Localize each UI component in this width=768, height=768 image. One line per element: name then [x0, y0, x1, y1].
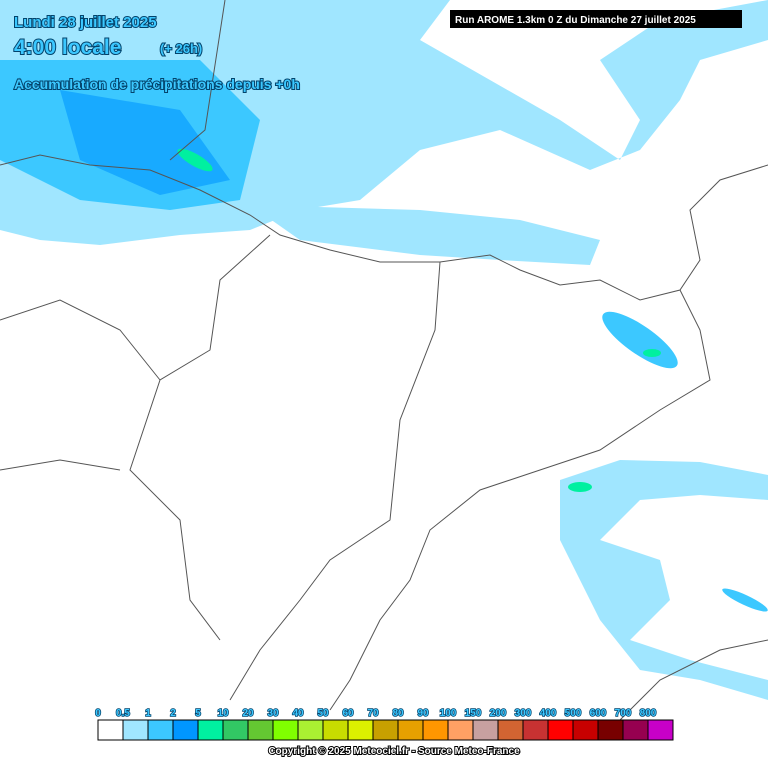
legend-swatch — [397, 719, 424, 741]
legend-label: 700 — [615, 708, 632, 719]
legend-swatch — [297, 719, 324, 741]
legend-swatch — [97, 719, 124, 741]
legend-label: 50 — [317, 708, 329, 719]
rain-core — [568, 482, 592, 492]
legend: 0 0.5 1 2 5 10 20 30 40 50 60 70 80 90 100 150 200 300 400… — [94, 707, 674, 741]
legend-label: 20 — [242, 708, 254, 719]
legend-swatch — [322, 719, 349, 741]
legend-swatch — [372, 719, 399, 741]
coastline — [0, 154, 768, 301]
copyright: Copyright © 2025 Meteociel.fr - Source M… — [268, 746, 520, 757]
legend-label: 300 — [515, 708, 532, 719]
legend-swatch — [622, 719, 649, 741]
legend-label: 90 — [417, 708, 429, 719]
legend-label: 40 — [292, 708, 304, 719]
legend-label: 0 — [95, 708, 101, 719]
legend-swatch — [422, 719, 449, 741]
legend-swatch — [222, 719, 249, 741]
legend-swatch — [572, 719, 599, 741]
region-border — [229, 261, 441, 701]
borders — [0, 0, 768, 721]
precipitation — [0, 0, 768, 700]
time: 4:00 locale — [14, 36, 121, 59]
legend-label: 1 — [145, 708, 151, 719]
legend-swatch — [272, 719, 299, 741]
legend-label: 600 — [590, 708, 607, 719]
rain-area — [60, 90, 230, 195]
legend-swatch — [447, 719, 474, 741]
legend-label: 70 — [367, 708, 379, 719]
subtitle: Accumulation de précipitations depuis +0… — [14, 76, 300, 92]
legend-swatch — [247, 719, 274, 741]
legend-swatch — [197, 719, 224, 741]
legend-label: 150 — [465, 708, 482, 719]
legend-swatch — [497, 719, 524, 741]
legend-swatch — [522, 719, 549, 741]
legend-label: 60 — [342, 708, 354, 719]
coastline — [329, 289, 711, 711]
legend-label: 30 — [267, 708, 279, 719]
coastline — [619, 639, 768, 721]
legend-label: 200 — [490, 708, 507, 719]
legend-label: 100 — [440, 708, 457, 719]
legend-label: 800 — [640, 708, 657, 719]
legend-label: 500 — [565, 708, 582, 719]
legend-swatch — [647, 719, 674, 741]
legend-swatch — [122, 719, 149, 741]
legend-label: 400 — [540, 708, 557, 719]
legend-swatch — [547, 719, 574, 741]
run-info: Run AROME 1.3km 0 Z du Dimanche 27 juill… — [455, 15, 696, 26]
legend-label: 0.5 — [116, 708, 130, 719]
legend-swatch — [172, 719, 199, 741]
region-border — [0, 299, 161, 471]
legend-swatch — [472, 719, 499, 741]
legend-label: 10 — [217, 708, 229, 719]
legend-swatch — [347, 719, 374, 741]
legend-label: 2 — [170, 708, 176, 719]
rain-area — [722, 588, 768, 612]
legend-label: 5 — [195, 708, 201, 719]
rain-core — [643, 349, 661, 357]
legend-swatch — [597, 719, 624, 741]
run-banner — [450, 10, 742, 28]
rain-area — [560, 460, 768, 700]
rain-area — [250, 205, 600, 265]
legend-swatch — [147, 719, 174, 741]
legend-label: 80 — [392, 708, 404, 719]
date: Lundi 28 juillet 2025 — [14, 14, 157, 31]
rain-core — [177, 148, 213, 172]
region-border — [129, 234, 271, 641]
offset: (+ 26h) — [160, 41, 202, 56]
border — [169, 0, 226, 161]
